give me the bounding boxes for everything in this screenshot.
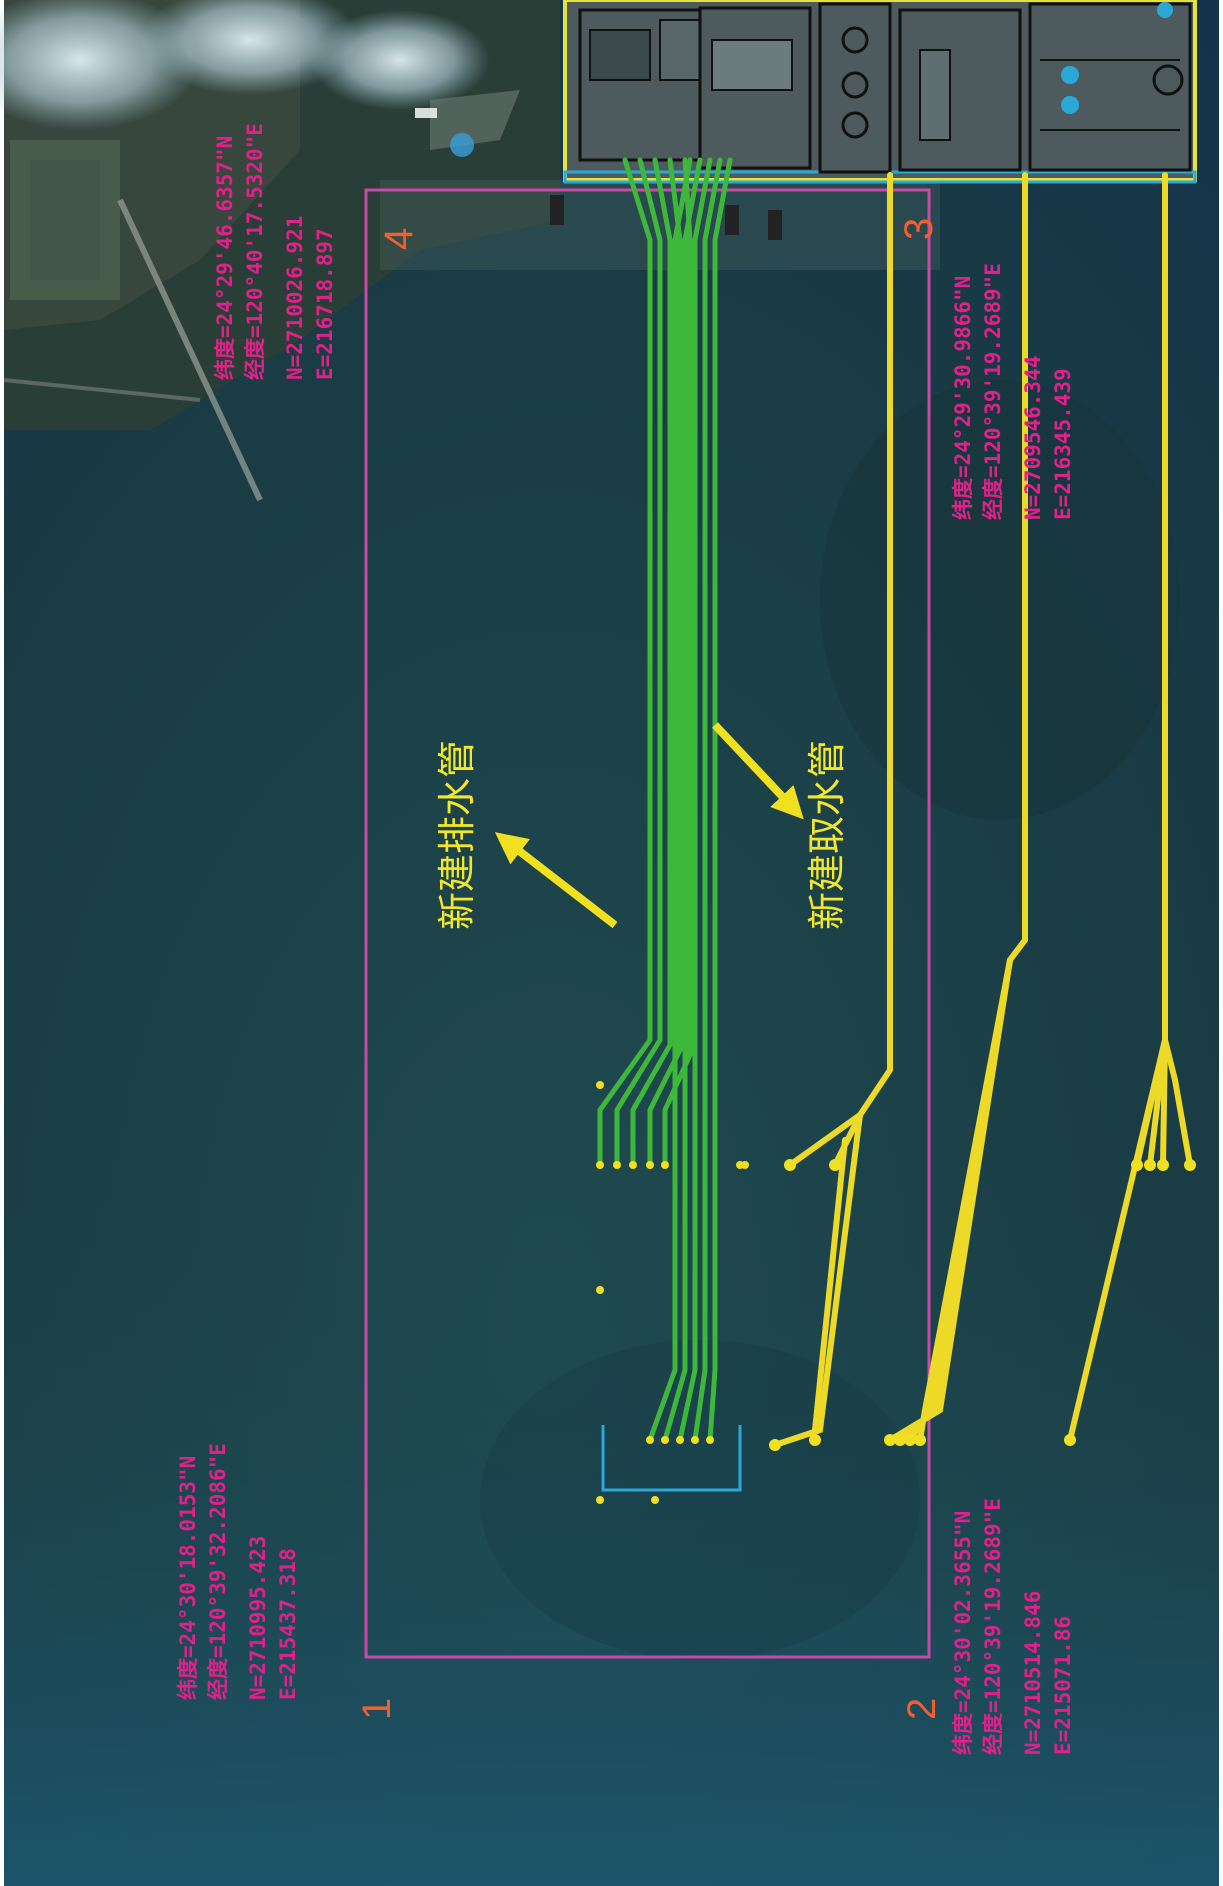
intake-pipes [772, 172, 1193, 1448]
intake-pipe-label: 新建取水管 [805, 740, 849, 930]
svg-text:N=2710514.846: N=2710514.846 [1021, 1591, 1045, 1755]
discharge-arrow [494, 832, 618, 929]
svg-text:纬度=24°29'46.6357"N: 纬度=24°29'46.6357"N [213, 136, 237, 380]
svg-text:纬度=24°30'02.3655"N: 纬度=24°30'02.3655"N [951, 1511, 975, 1755]
discharge-pipe-ends [596, 1081, 744, 1504]
svg-text:经度=120°39'32.2086"E: 经度=120°39'32.2086"E [206, 1443, 230, 1700]
intake-arrow [712, 722, 804, 820]
svg-text:纬度=24°30'18.0153"N: 纬度=24°30'18.0153"N [176, 1456, 200, 1700]
svg-text:纬度=24°29'30.9866"N: 纬度=24°29'30.9866"N [951, 276, 975, 520]
discharge-pipe-label: 新建排水管 [435, 740, 479, 930]
corner-4-coordinates: 纬度=24°29'46.6357"N 经度=120°40'17.5320"E N… [213, 123, 337, 380]
svg-text:E=215071.86: E=215071.86 [1051, 1616, 1075, 1755]
corner-3-coordinates: 纬度=24°29'30.9866"N 经度=120°39'19.2689"E N… [951, 263, 1075, 520]
corner-2-coordinates: 纬度=24°30'02.3655"N 经度=120°39'19.2689"E N… [951, 1498, 1075, 1755]
intake-pipe-ends [741, 1159, 1196, 1451]
plant-structure [550, 0, 1197, 240]
discharge-pipes [597, 157, 733, 1443]
svg-text:N=2710995.423: N=2710995.423 [246, 1536, 270, 1700]
corner-3-number: 3 [897, 218, 941, 240]
outfall-frame [601, 1425, 742, 1492]
svg-text:N=2710026.921: N=2710026.921 [283, 216, 307, 380]
svg-text:E=215437.318: E=215437.318 [276, 1548, 300, 1700]
corner-2-number: 2 [900, 1698, 944, 1720]
svg-text:经度=120°39'19.2689"E: 经度=120°39'19.2689"E [981, 1498, 1005, 1755]
svg-text:E=216718.897: E=216718.897 [313, 228, 337, 380]
corner-1-number: 1 [355, 1698, 399, 1720]
corner-4-number: 4 [377, 228, 421, 250]
svg-text:经度=120°40'17.5320"E: 经度=120°40'17.5320"E [243, 123, 267, 380]
svg-text:N=2709546.344: N=2709546.344 [1021, 356, 1045, 520]
corner-1-coordinates: 纬度=24°30'18.0153"N 经度=120°39'32.2086"E N… [176, 1443, 300, 1700]
svg-text:E=216345.439: E=216345.439 [1051, 368, 1075, 520]
svg-text:经度=120°39'19.2689"E: 经度=120°39'19.2689"E [981, 263, 1005, 520]
